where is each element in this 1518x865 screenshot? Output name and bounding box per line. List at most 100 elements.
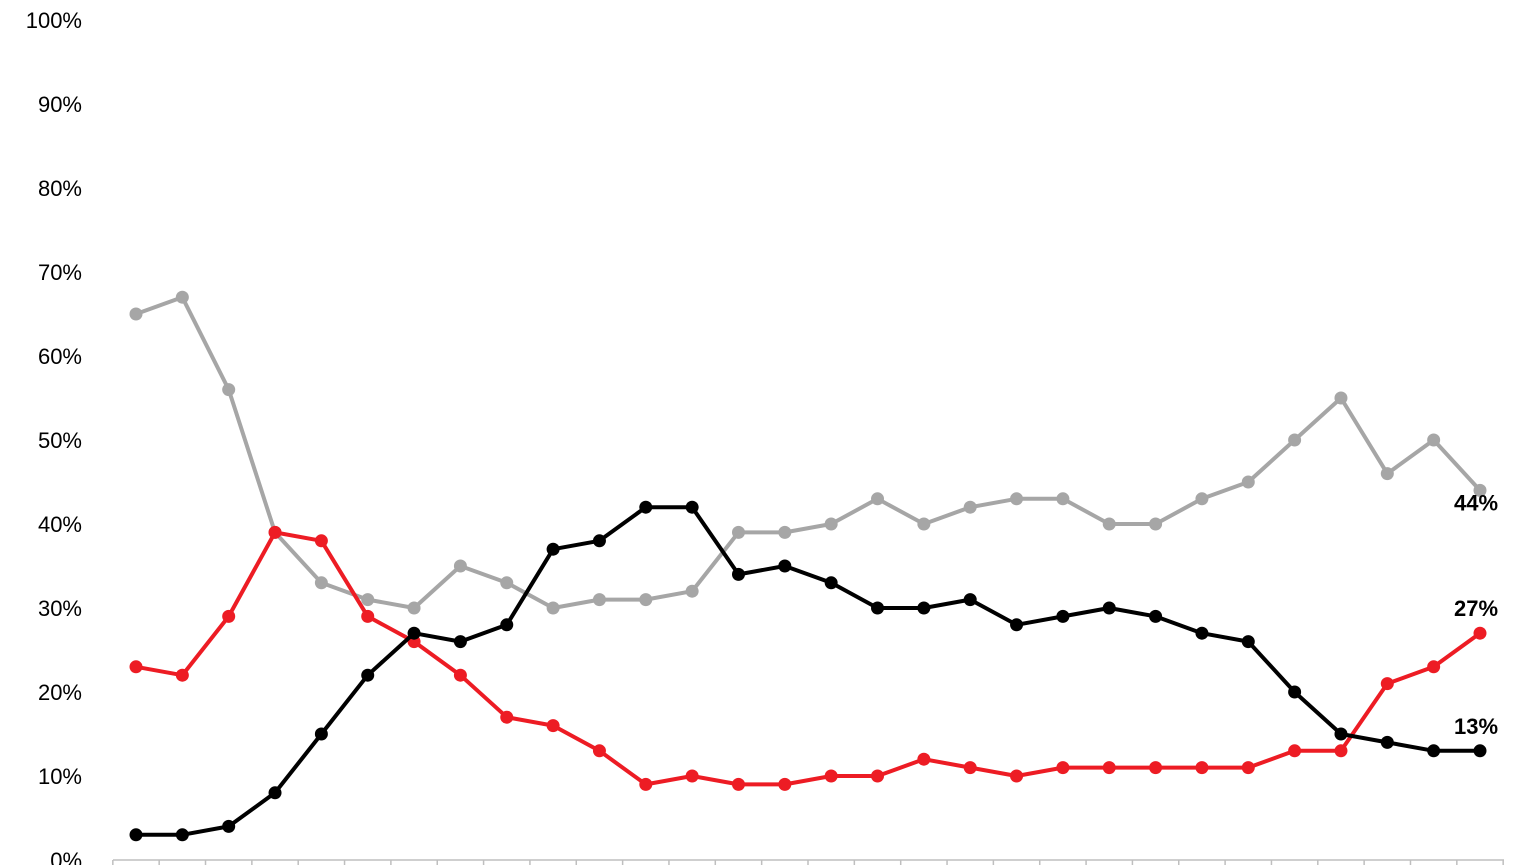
y-tick-label: 20% [38, 680, 82, 705]
series-line [134, 505, 1482, 837]
data-point [129, 828, 143, 842]
data-point [1056, 492, 1070, 506]
data-point [1149, 517, 1163, 531]
data-point [314, 576, 328, 590]
data-point [1427, 433, 1441, 447]
data-point [1149, 761, 1163, 775]
data-point [1473, 483, 1487, 497]
data-point [1427, 660, 1441, 674]
data-point [407, 601, 421, 615]
series-line [134, 295, 1482, 610]
data-point [685, 500, 699, 514]
data-point [1241, 635, 1255, 649]
data-point [222, 609, 236, 623]
data-point [824, 769, 838, 783]
data-point [546, 719, 560, 733]
data-point [546, 601, 560, 615]
end-data-label: 13% [1454, 714, 1498, 739]
data-point [1380, 467, 1394, 481]
data-point [1288, 685, 1302, 699]
data-point [314, 727, 328, 741]
data-point [1288, 433, 1302, 447]
data-point [963, 761, 977, 775]
y-tick-label: 50% [38, 428, 82, 453]
data-point [175, 668, 189, 682]
data-point [824, 576, 838, 590]
data-point [778, 777, 792, 791]
data-point [500, 576, 514, 590]
series-layer [129, 290, 1487, 842]
end-data-label: 27% [1454, 596, 1498, 621]
data-point [129, 307, 143, 321]
end-labels: 44% 27% 13% [1454, 490, 1498, 738]
data-point [1427, 744, 1441, 758]
data-point [1149, 609, 1163, 623]
y-tick-label: 30% [38, 596, 82, 621]
y-tick-label: 60% [38, 344, 82, 369]
data-point [1102, 517, 1116, 531]
data-point [1056, 761, 1070, 775]
data-point [407, 626, 421, 640]
data-point [1010, 769, 1024, 783]
data-point [453, 559, 467, 573]
data-point [592, 534, 606, 548]
data-point [1288, 744, 1302, 758]
data-point [1241, 761, 1255, 775]
data-point [1010, 618, 1024, 632]
data-point [592, 593, 606, 607]
data-point [500, 710, 514, 724]
data-point [361, 609, 375, 623]
data-point [453, 635, 467, 649]
y-tick-label: 10% [38, 764, 82, 789]
data-point [731, 777, 745, 791]
end-data-label: 44% [1454, 490, 1498, 515]
series-line [134, 530, 1482, 787]
data-point [1010, 492, 1024, 506]
data-point [175, 290, 189, 304]
data-point [1473, 626, 1487, 640]
data-point [222, 819, 236, 833]
data-point [917, 517, 931, 531]
data-point [1334, 391, 1348, 405]
data-point [963, 500, 977, 514]
data-point [1195, 492, 1209, 506]
data-point [685, 584, 699, 598]
y-tick-label: 0% [50, 848, 82, 865]
series-3 [129, 500, 1487, 842]
data-point [1056, 609, 1070, 623]
y-tick-label: 80% [38, 176, 82, 201]
data-point [592, 744, 606, 758]
data-point [500, 618, 514, 632]
data-point [1334, 727, 1348, 741]
data-point [129, 660, 143, 674]
data-point [639, 500, 653, 514]
data-point [1102, 761, 1116, 775]
data-point [1241, 475, 1255, 489]
data-point [361, 593, 375, 607]
data-point [824, 517, 838, 531]
y-tick-label: 40% [38, 512, 82, 537]
data-point [268, 786, 282, 800]
data-point [1195, 761, 1209, 775]
data-point [546, 542, 560, 556]
data-point [1195, 626, 1209, 640]
data-point [871, 601, 885, 615]
data-point [963, 593, 977, 607]
data-point [917, 752, 931, 766]
data-point [314, 534, 328, 548]
data-point [731, 525, 745, 539]
y-tick-label: 90% [38, 92, 82, 117]
data-point [871, 769, 885, 783]
data-point [639, 777, 653, 791]
data-point [778, 559, 792, 573]
data-point [639, 593, 653, 607]
data-point [1380, 735, 1394, 749]
data-point [778, 525, 792, 539]
series-1 [129, 290, 1487, 615]
data-point [685, 769, 699, 783]
data-point [175, 828, 189, 842]
data-point [361, 668, 375, 682]
y-tick-label: 100% [26, 8, 82, 33]
data-point [917, 601, 931, 615]
